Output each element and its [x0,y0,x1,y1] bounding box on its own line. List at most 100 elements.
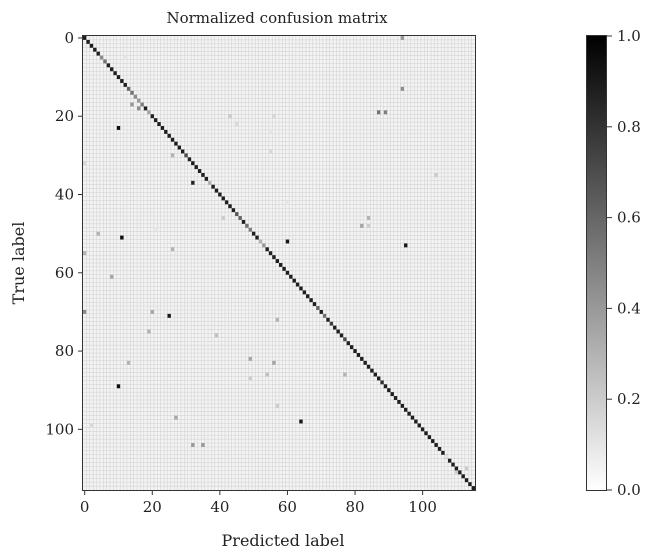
x-tick-label: 0 [80,498,90,516]
x-tick-label: 20 [143,498,162,516]
off-diagonal-cell [366,216,371,220]
diagonal-cell [383,384,388,389]
off-diagonal-cell [120,235,124,240]
off-diagonal-cell [83,251,87,256]
diagonal-cell [110,67,114,72]
diagonal-cell [306,294,310,299]
diagonal-cell [218,192,222,197]
off-diagonal-cell [444,454,448,459]
diagonal-cell [228,204,232,209]
x-tick-label: 80 [345,498,364,516]
diagonal-cell [326,317,330,322]
off-diagonal-cell [383,110,388,115]
diagonal-cell [410,415,415,420]
diagonal-cell [96,51,100,56]
diagonal-cell [370,368,374,373]
off-diagonal-cell [228,114,232,119]
off-diagonal-cell [167,313,171,318]
diagonal-cell [83,36,87,40]
diagonal-cell [224,200,229,205]
off-diagonal-cell [275,317,279,322]
diagonal-cell [279,263,283,267]
diagonal-cell [319,309,323,314]
off-diagonal-cell [248,376,252,381]
diagonal-cell [99,55,104,60]
off-diagonal-cell [272,360,276,365]
diagonal-cell [329,321,334,326]
diagonal-cell [346,341,350,346]
off-diagonal-cell [400,36,405,40]
y-axis-ticks: 0 20 40 60 80 100 [45,29,83,438]
diagonal-cell [407,411,411,416]
off-diagonal-cell [174,415,178,420]
diagonal-cell [400,403,405,408]
diagonal-cell [397,399,401,404]
diagonal-cell [194,165,198,170]
diagonal-cell [174,141,178,146]
off-diagonal-cell [404,243,408,248]
off-diagonal-cell [221,216,225,220]
diagonal-cell [360,356,364,361]
off-diagonal-cell [83,309,87,314]
colorbar-ticks: 0.0 0.2 0.4 0.6 0.8 1.0 [607,27,641,499]
diagonal-cell [137,98,141,103]
colorbar-tick-label: 0.0 [617,481,641,499]
diagonal-cell [201,172,205,177]
diagonal-cell [204,176,209,181]
diagonal-cell [454,466,459,471]
diagonal-cell [177,145,181,150]
off-diagonal-cell [123,55,127,60]
off-diagonal-cell [130,102,134,107]
diagonal-cell [103,59,107,64]
diagonal-cell [150,114,154,119]
y-axis-label: True label [9,222,28,305]
diagonal-cell [208,180,212,185]
y-tick-label: 0 [64,29,74,47]
diagonal-cell [380,380,384,385]
y-tick-label: 80 [55,342,74,360]
diagonal-cell [285,270,290,275]
off-diagonal-cell [96,231,100,236]
off-diagonal-cell [137,106,141,111]
diagonal-cell [133,94,138,99]
off-diagonal-cell [150,309,154,314]
diagonal-cell [292,278,296,283]
diagonal-cell [262,243,266,248]
diagonal-cell [363,360,367,365]
diagonal-cell [248,227,252,232]
colorbar-tick-label: 0.4 [617,299,641,317]
off-diagonal-cell [110,274,114,279]
diagonal-cell [265,247,269,252]
diagonal-cell [241,219,246,224]
diagonal-cell [414,419,418,424]
diagonal-cell [434,443,438,447]
diagonal-cell [211,184,215,189]
diagonal-cell [441,450,445,455]
diagonal-cell [214,188,219,193]
diagonal-cell [258,239,263,244]
diagonal-cell [93,47,97,52]
matrix-cells [83,36,475,490]
diagonal-cell [235,212,239,217]
diagonal-cell [437,446,442,451]
diagonal-cell [333,325,337,330]
diagonal-cell [89,43,94,48]
diagonal-cell [275,259,279,263]
off-diagonal-cell [285,239,290,244]
off-diagonal-cell [170,153,175,158]
off-diagonal-cell [268,149,273,154]
diagonal-cell [191,161,195,166]
colorbar-tick-label: 0.6 [617,209,641,227]
off-diagonal-cell [83,161,87,166]
diagonal-cell [295,282,300,287]
diagonal-cell [404,407,408,412]
diagonal-cell [349,345,354,350]
colorbar-tick-label: 0.8 [617,118,641,136]
diagonal-cell [420,427,425,432]
diagonal-cell [181,149,185,154]
diagonal-cell [164,129,168,134]
diagonal-cell [251,231,256,236]
diagonal-cell [282,266,286,271]
off-diagonal-cell [170,247,175,252]
